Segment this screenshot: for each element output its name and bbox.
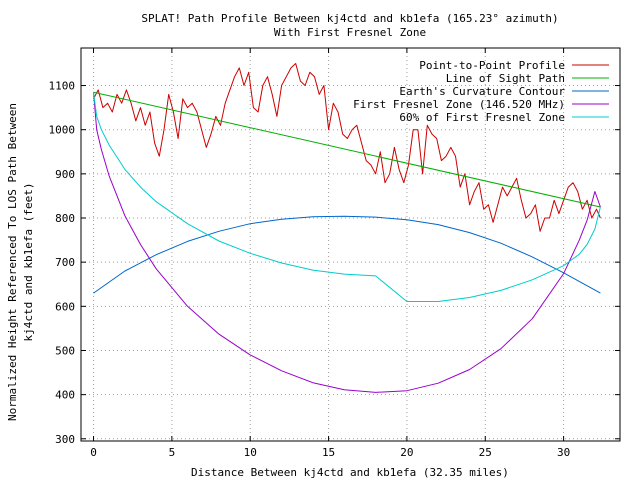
x-tick-label: 0	[90, 446, 97, 459]
y-tick-label: 800	[55, 212, 75, 225]
legend-label: 60% of First Fresnel Zone	[399, 111, 565, 124]
y-axis-label-line-2: kj4ctd and kb1efa (feet)	[22, 183, 35, 342]
series-line-earth-s-curvature-contour	[93, 215, 601, 294]
y-tick-label: 1000	[49, 124, 76, 137]
x-tick-label: 25	[479, 446, 492, 459]
series-line-line-of-sight-path	[93, 91, 601, 208]
y-tick-label: 600	[55, 300, 75, 313]
x-tick-label: 30	[557, 446, 570, 459]
x-tick-label: 15	[322, 446, 335, 459]
y-tick-label: 900	[55, 168, 75, 181]
grid-lines	[81, 48, 620, 441]
x-tick-label: 5	[169, 446, 176, 459]
y-axis-label-line-1: Normalized Height Referenced To LOS Path…	[6, 103, 19, 421]
y-tick-label: 1100	[49, 80, 76, 93]
legend-label: Line of Sight Path	[446, 72, 565, 85]
series-lines	[93, 63, 601, 393]
plot-frame	[80, 47, 621, 442]
y-tick-label: 400	[55, 389, 75, 402]
series-line-point-to-point-profile	[93, 63, 601, 232]
x-tick-label: 20	[400, 446, 413, 459]
series-line-first-fresnel-zone-146-520-mhz	[93, 92, 601, 393]
y-tick-label: 700	[55, 256, 75, 269]
x-tick-label: 10	[244, 446, 257, 459]
chart-title: SPLAT! Path Profile Between kj4ctd and k…	[141, 12, 558, 25]
legend-label: Point-to-Point Profile	[419, 59, 565, 72]
y-tick-label: 500	[55, 344, 75, 357]
x-axis-label: Distance Between kj4ctd and kb1efa (32.3…	[191, 466, 509, 479]
series-line-60-of-first-fresnel-zone	[93, 92, 601, 302]
legend-label: Earth's Curvature Contour	[399, 85, 565, 98]
chart-subtitle: With First Fresnel Zone	[274, 26, 426, 39]
legend-label: First Fresnel Zone (146.520 MHz)	[353, 98, 565, 111]
axis-ticks: 0 5 10 15 20 25 30 300 400 500 600 700 800 900 1000 110…	[49, 48, 620, 459]
y-tick-label: 300	[55, 433, 75, 446]
